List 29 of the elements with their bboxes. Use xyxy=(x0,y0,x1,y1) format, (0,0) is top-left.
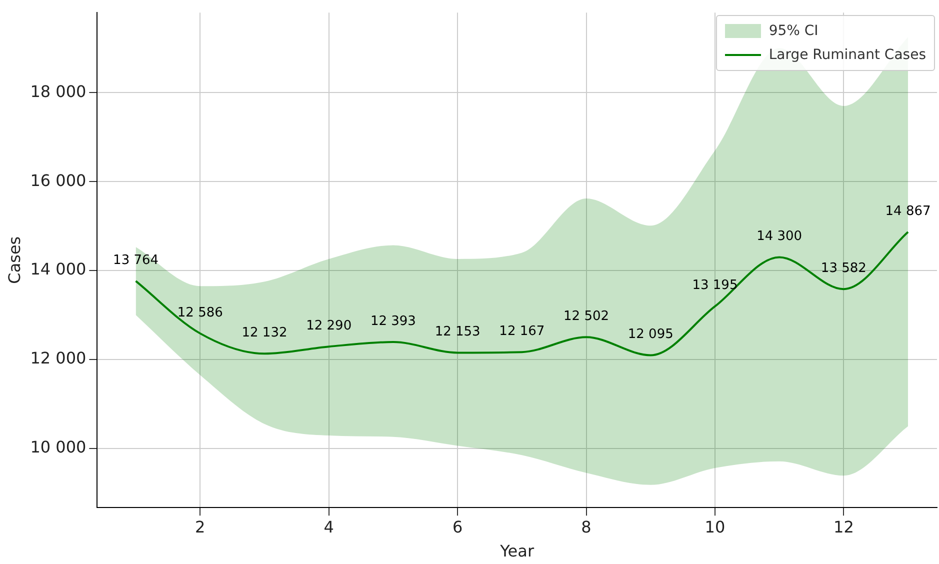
data-label: 12 167 xyxy=(499,324,545,339)
data-label: 12 393 xyxy=(370,314,416,329)
line-series xyxy=(134,230,910,356)
y-tick-label: 10 000 xyxy=(30,438,86,457)
y-tick-label: 16 000 xyxy=(30,170,86,190)
data-label: 13 764 xyxy=(113,252,159,268)
legend-label: Large Ruminant Cases xyxy=(768,46,926,63)
data-label: 14 867 xyxy=(885,204,931,219)
data-label: 12 290 xyxy=(306,318,352,334)
data-label: 13 195 xyxy=(692,278,738,294)
y-tick-label: 14 000 xyxy=(30,260,86,279)
x-tick-label: 4 xyxy=(324,517,334,536)
x-tick-label: 10 xyxy=(704,517,726,536)
y-axis-title: Cases xyxy=(4,236,24,284)
data-label: 14 300 xyxy=(756,229,802,244)
x-tick-label: 2 xyxy=(195,517,206,536)
data-label: 13 582 xyxy=(820,261,866,276)
data-label: 12 095 xyxy=(628,327,674,342)
annotation: 95% CI xyxy=(768,22,818,39)
data-label: 12 502 xyxy=(564,309,610,324)
x-tick-label: 12 xyxy=(834,517,854,536)
y-tick-label: 12 000 xyxy=(30,348,86,368)
data-label: 12 132 xyxy=(242,326,288,341)
data-label: 12 153 xyxy=(434,324,480,340)
y-tick-label: 18 000 xyxy=(30,82,86,101)
x-axis-title: Year xyxy=(499,542,534,561)
data-label: 12 586 xyxy=(177,305,223,320)
x-tick-label: 8 xyxy=(581,517,592,536)
x-tick-label: 6 xyxy=(452,517,463,536)
